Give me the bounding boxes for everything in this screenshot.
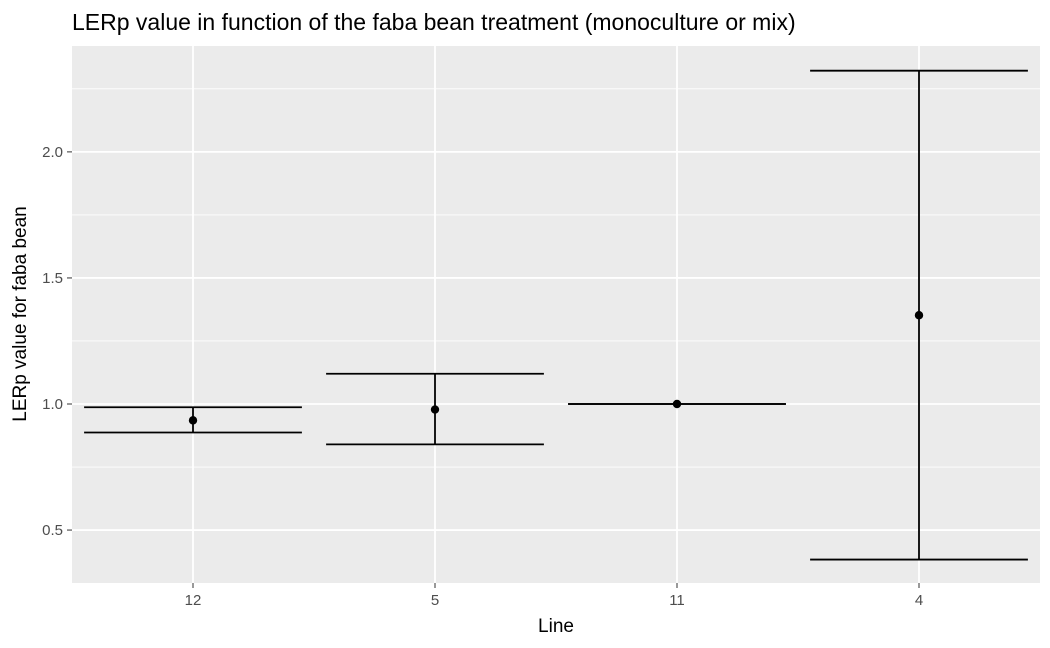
x-tick-label: 4 — [915, 592, 923, 609]
y-axis-title: LERp value for faba bean — [10, 206, 31, 422]
x-tick-label: 12 — [185, 592, 202, 609]
plot-panel — [72, 46, 1040, 583]
y-tick-label: 2.0 — [42, 144, 63, 161]
x-axis-title: Line — [538, 616, 574, 637]
points — [188, 311, 924, 425]
data-point — [672, 399, 682, 409]
x-axis: 12 5 11 4 — [185, 583, 923, 609]
chart-title: LERp value in function of the faba bean … — [72, 9, 796, 35]
data-point — [430, 405, 440, 414]
y-tick-label: 1.5 — [42, 270, 63, 287]
data-point — [914, 311, 924, 320]
x-tick-label: 11 — [669, 592, 685, 609]
x-tick-label: 5 — [431, 592, 439, 609]
grid-minor — [72, 88, 1040, 468]
y-tick-label: 0.5 — [42, 522, 63, 539]
y-axis: 0.5 1.0 1.5 2.0 — [42, 144, 72, 539]
y-tick-label: 1.0 — [42, 396, 63, 413]
data-point — [188, 416, 198, 425]
